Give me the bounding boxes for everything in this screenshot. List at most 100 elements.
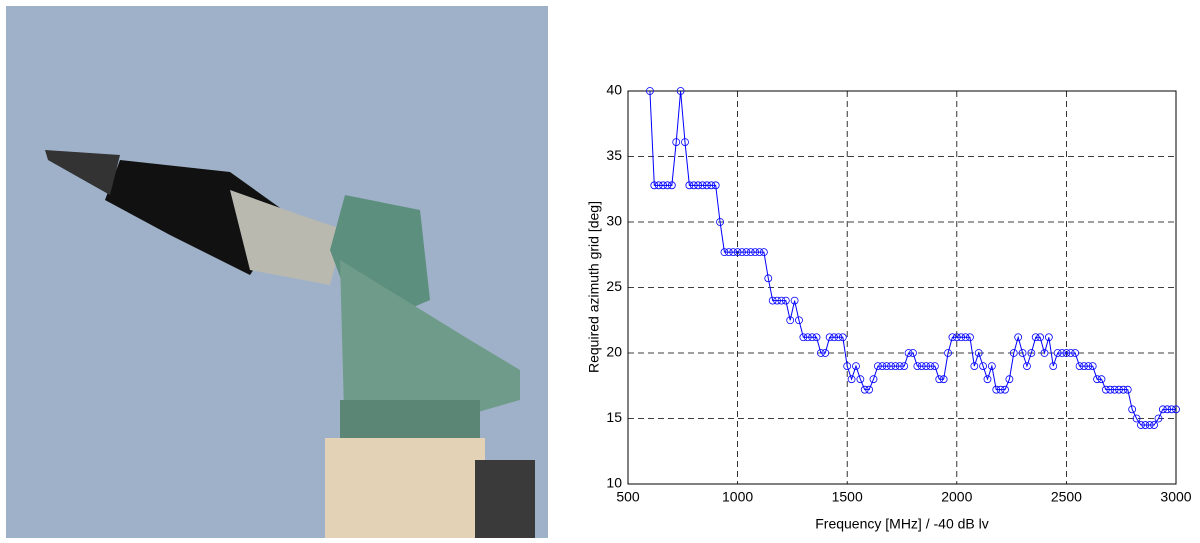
data-point bbox=[887, 362, 895, 371]
y-tick-label: 15 bbox=[606, 409, 622, 425]
y-tick-label: 35 bbox=[606, 147, 622, 163]
equipment bbox=[475, 460, 535, 538]
data-point bbox=[672, 138, 681, 146]
data-point bbox=[865, 385, 874, 394]
data-point bbox=[799, 333, 808, 342]
y-tick-label: 40 bbox=[606, 82, 622, 98]
data-point bbox=[689, 181, 698, 190]
data-point bbox=[659, 181, 667, 190]
data-point bbox=[703, 181, 711, 190]
y-tick-label: 10 bbox=[606, 475, 622, 491]
data-point bbox=[1040, 349, 1049, 357]
x-tick-label: 1500 bbox=[832, 489, 863, 505]
y-tick-label: 25 bbox=[606, 278, 622, 294]
data-point bbox=[790, 296, 799, 305]
data-point bbox=[1141, 421, 1150, 429]
data-point bbox=[1005, 375, 1014, 384]
data-point bbox=[711, 181, 720, 190]
data-point bbox=[729, 248, 738, 257]
data-point bbox=[856, 375, 865, 384]
data-point bbox=[1101, 385, 1110, 394]
data-point bbox=[909, 349, 917, 357]
data-point bbox=[952, 333, 961, 342]
data-point bbox=[716, 218, 724, 226]
data-point bbox=[654, 181, 663, 190]
data-point bbox=[860, 385, 869, 394]
data-point bbox=[768, 296, 777, 305]
data-point bbox=[733, 248, 742, 257]
data-point bbox=[773, 296, 781, 305]
pillar bbox=[325, 438, 485, 538]
data-point bbox=[1115, 385, 1123, 394]
data-point bbox=[685, 181, 694, 190]
data-point bbox=[847, 375, 856, 384]
y-tick-label: 20 bbox=[606, 344, 622, 360]
data-point bbox=[1066, 349, 1075, 357]
data-point bbox=[646, 87, 654, 95]
data-point bbox=[1093, 375, 1101, 384]
x-tick-label: 2500 bbox=[1051, 489, 1082, 505]
data-point bbox=[663, 181, 672, 190]
data-point bbox=[900, 362, 909, 371]
data-point bbox=[777, 296, 786, 305]
data-point bbox=[1154, 414, 1163, 423]
data-point bbox=[1084, 362, 1093, 371]
data-point bbox=[1123, 385, 1132, 394]
data-point bbox=[1058, 349, 1066, 357]
data-point bbox=[764, 274, 773, 283]
data-point bbox=[742, 248, 751, 257]
data-point bbox=[1031, 333, 1040, 342]
data-point bbox=[825, 333, 834, 342]
data-point bbox=[781, 296, 790, 305]
data-point bbox=[746, 248, 755, 257]
data-point bbox=[1049, 362, 1058, 371]
data-point bbox=[1027, 349, 1036, 357]
x-axis-label: Frequency [MHz] / -40 dB lv bbox=[815, 516, 989, 532]
data-point bbox=[1097, 375, 1106, 384]
data-line bbox=[649, 90, 1176, 426]
data-point bbox=[944, 349, 952, 357]
data-point bbox=[786, 316, 795, 325]
data-point bbox=[1062, 349, 1071, 357]
data-point bbox=[1023, 362, 1031, 371]
data-point bbox=[676, 87, 685, 95]
data-point bbox=[751, 248, 760, 257]
data-point bbox=[904, 349, 913, 357]
data-point bbox=[917, 362, 926, 371]
data-point bbox=[970, 362, 979, 371]
data-point bbox=[681, 138, 689, 146]
data-point bbox=[1150, 421, 1158, 429]
data-point bbox=[738, 248, 746, 257]
data-point bbox=[891, 362, 900, 371]
data-point bbox=[755, 248, 764, 257]
data-point bbox=[838, 333, 847, 342]
x-tick-label: 500 bbox=[616, 489, 640, 505]
data-point bbox=[1075, 362, 1084, 371]
x-tick-label: 1000 bbox=[722, 489, 753, 505]
data-point bbox=[1167, 405, 1176, 414]
y-tick-label: 30 bbox=[606, 213, 622, 229]
data-point bbox=[878, 362, 887, 371]
data-point bbox=[869, 375, 878, 384]
data-point bbox=[830, 333, 838, 342]
data-point bbox=[926, 362, 935, 371]
y-axis-label: Required azimuth grid [deg] bbox=[586, 201, 602, 373]
data-point bbox=[650, 181, 659, 190]
data-point bbox=[979, 362, 988, 371]
data-point bbox=[992, 385, 1001, 394]
data-point bbox=[935, 375, 944, 384]
data-point bbox=[939, 375, 948, 384]
data-point bbox=[974, 349, 983, 357]
data-point bbox=[983, 375, 992, 384]
data-point bbox=[1128, 405, 1137, 414]
data-point bbox=[1137, 421, 1145, 429]
data-point bbox=[667, 181, 676, 190]
data-point bbox=[852, 362, 860, 371]
data-point bbox=[1145, 421, 1154, 429]
data-point bbox=[1036, 333, 1044, 342]
data-point bbox=[1106, 385, 1115, 394]
x-tick-label: 2000 bbox=[941, 489, 972, 505]
data-point bbox=[1158, 405, 1167, 414]
antenna-cone bbox=[105, 160, 290, 275]
